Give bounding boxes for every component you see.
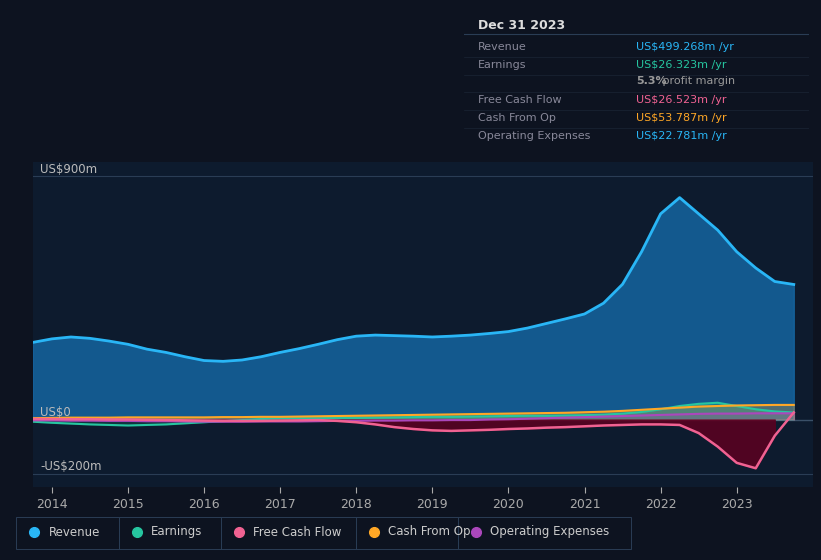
Text: Operating Expenses: Operating Expenses bbox=[490, 525, 609, 539]
Text: US$26.323m /yr: US$26.323m /yr bbox=[636, 60, 727, 70]
Text: Cash From Op: Cash From Op bbox=[388, 525, 470, 539]
Text: US$26.523m /yr: US$26.523m /yr bbox=[636, 95, 727, 105]
Text: Free Cash Flow: Free Cash Flow bbox=[478, 95, 562, 105]
Text: US$53.787m /yr: US$53.787m /yr bbox=[636, 113, 727, 123]
Text: Cash From Op: Cash From Op bbox=[478, 113, 556, 123]
Text: US$499.268m /yr: US$499.268m /yr bbox=[636, 41, 734, 52]
Text: US$0: US$0 bbox=[40, 406, 71, 419]
Text: profit margin: profit margin bbox=[658, 77, 735, 86]
Text: 5.3%: 5.3% bbox=[636, 77, 667, 86]
Text: Revenue: Revenue bbox=[48, 525, 100, 539]
Text: Dec 31 2023: Dec 31 2023 bbox=[478, 19, 565, 32]
Text: Earnings: Earnings bbox=[151, 525, 202, 539]
Text: Earnings: Earnings bbox=[478, 60, 526, 70]
Text: US$900m: US$900m bbox=[40, 163, 98, 176]
Text: -US$200m: -US$200m bbox=[40, 460, 102, 473]
Text: Free Cash Flow: Free Cash Flow bbox=[254, 525, 342, 539]
Text: US$22.781m /yr: US$22.781m /yr bbox=[636, 131, 727, 141]
Text: Revenue: Revenue bbox=[478, 41, 526, 52]
Text: Operating Expenses: Operating Expenses bbox=[478, 131, 590, 141]
